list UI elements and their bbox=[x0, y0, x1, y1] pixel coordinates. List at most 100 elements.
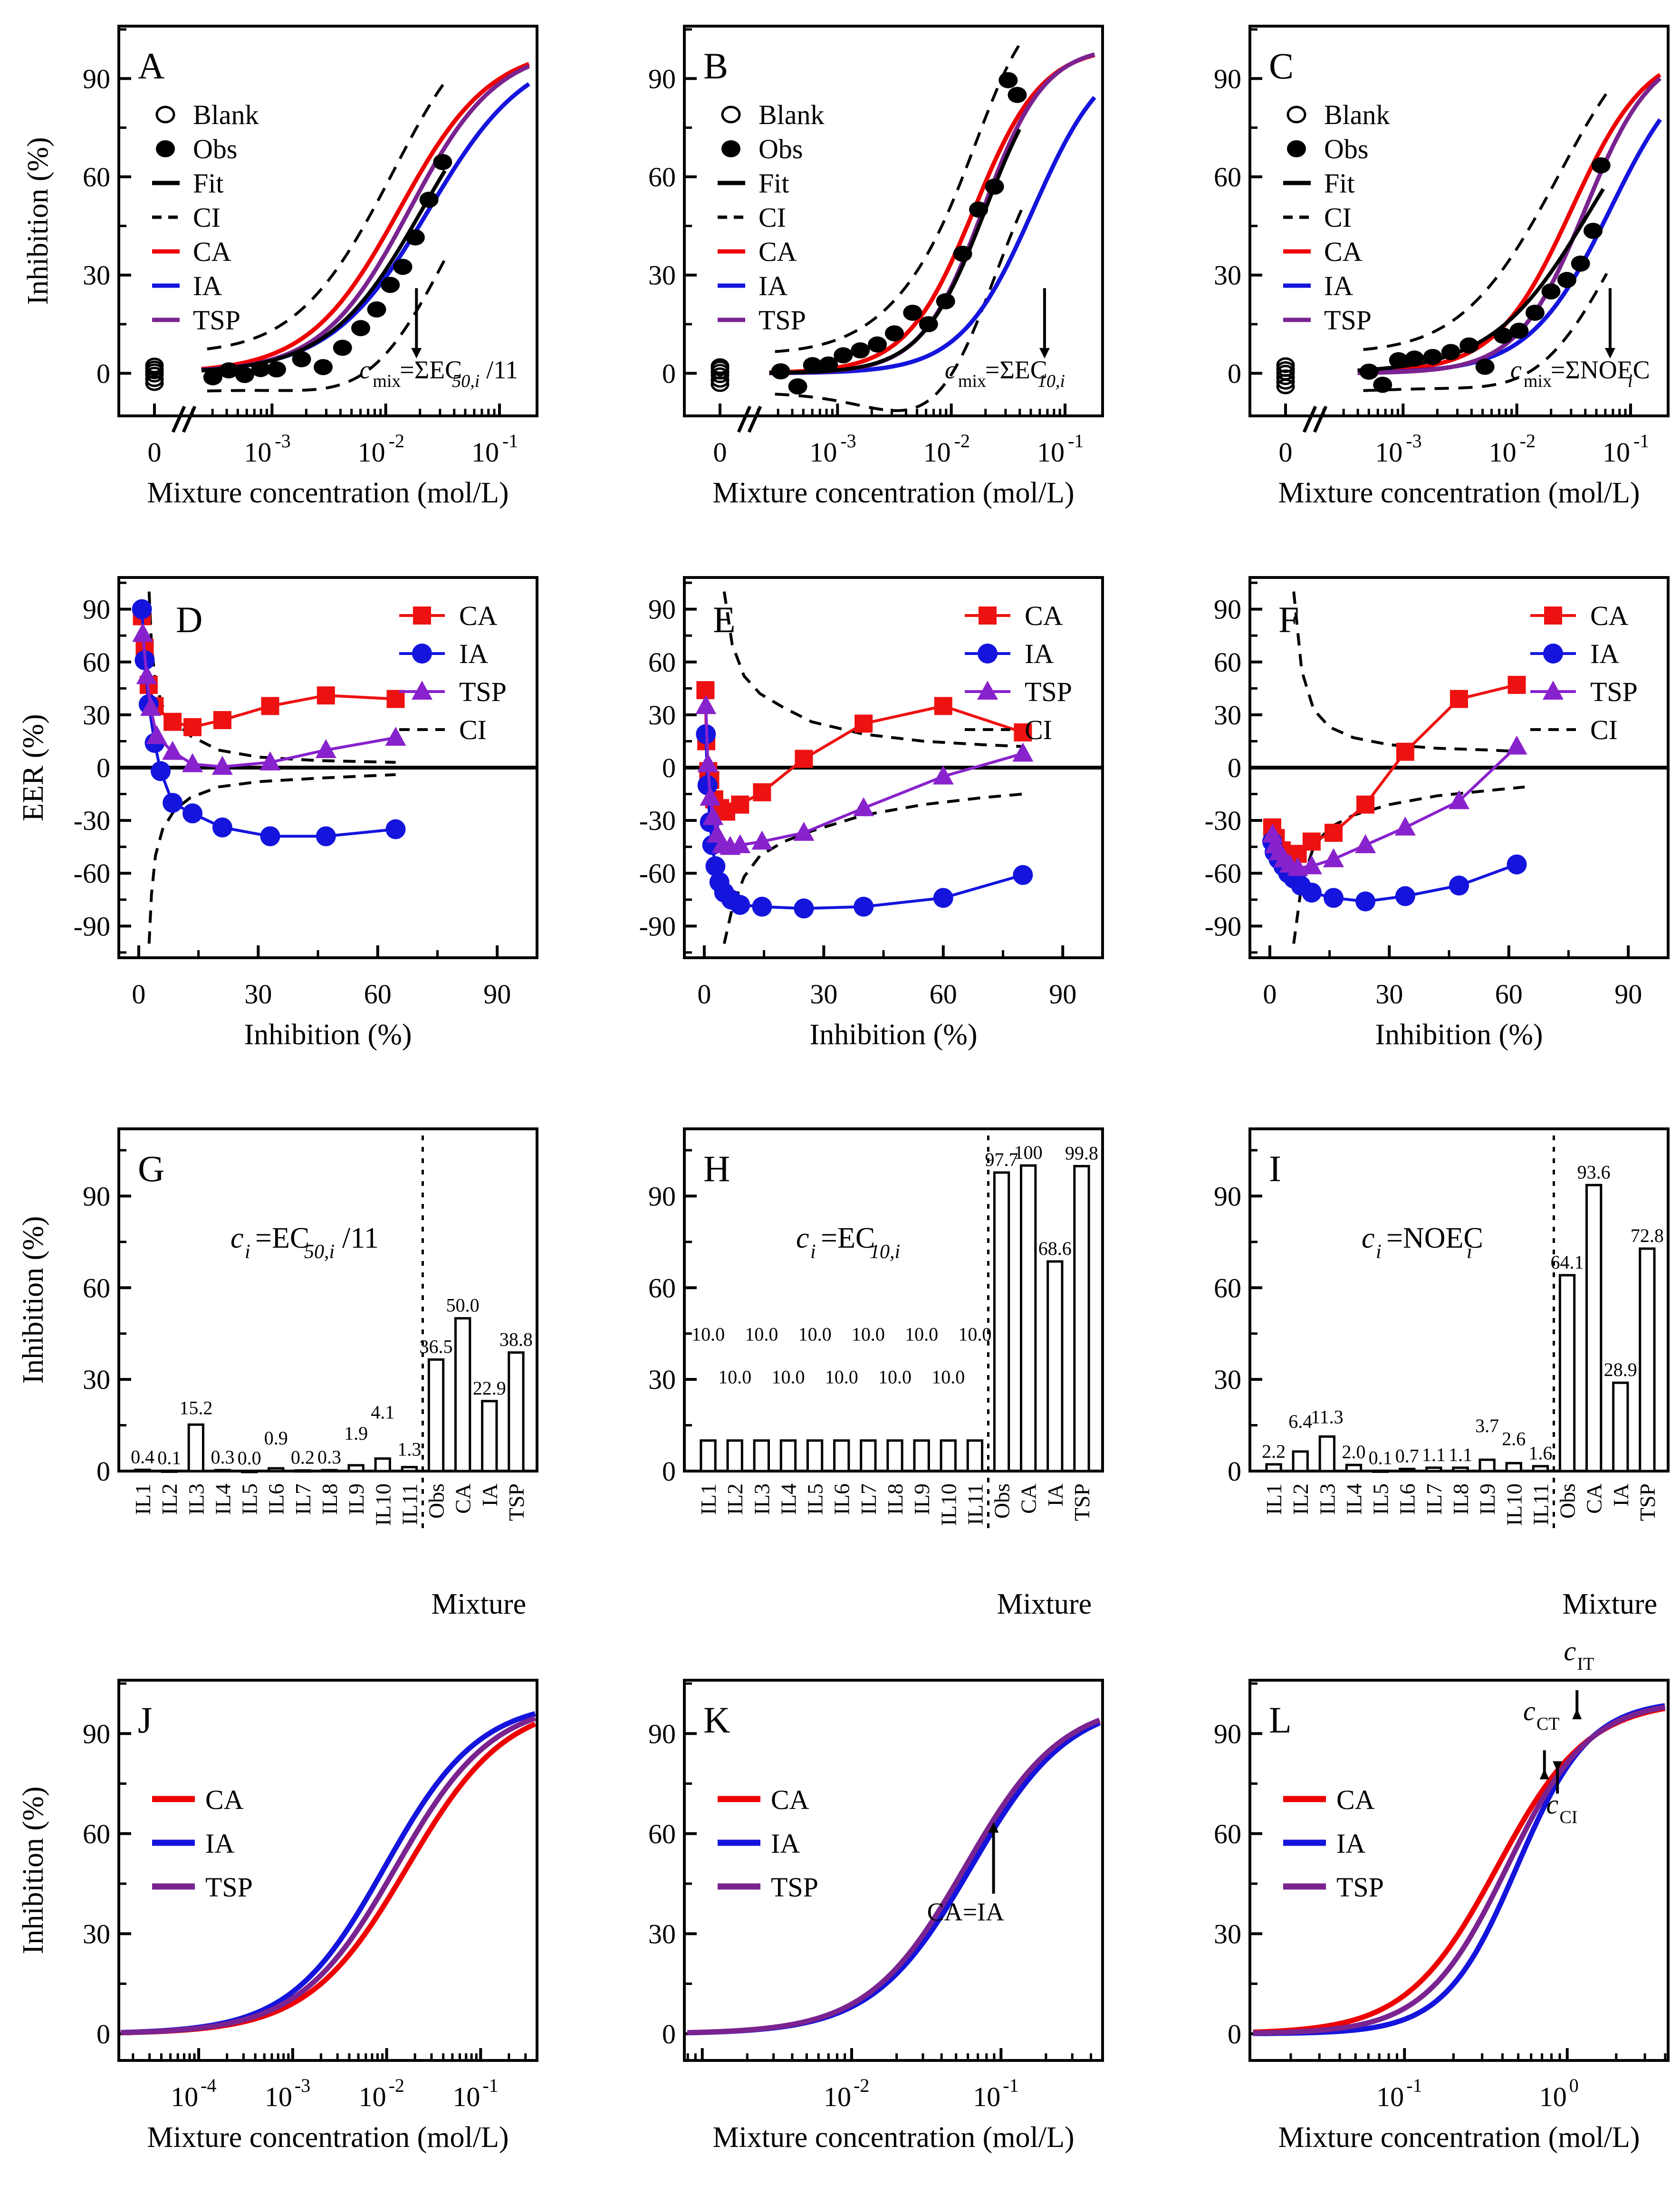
obs-point bbox=[1584, 222, 1603, 239]
bar bbox=[321, 1469, 338, 1473]
annotation-arrowhead bbox=[1604, 348, 1615, 359]
bar-value-label: 10.0 bbox=[825, 1367, 858, 1388]
blank-point bbox=[710, 358, 730, 374]
data-point-circle bbox=[163, 793, 183, 813]
obs-point bbox=[1405, 350, 1424, 367]
data-point-circle bbox=[933, 888, 953, 908]
formula-c: c bbox=[1510, 356, 1522, 384]
obs-point bbox=[433, 154, 452, 170]
legend-item-ca: CA bbox=[1283, 236, 1363, 267]
bar bbox=[1292, 1450, 1309, 1473]
bar-category-label: IL5 bbox=[1369, 1483, 1393, 1515]
bar-value-label: 10.0 bbox=[718, 1367, 751, 1388]
y-tick-label: 60 bbox=[83, 162, 110, 192]
obs-point bbox=[1493, 327, 1513, 344]
x-tick-label: 10 bbox=[359, 2081, 386, 2112]
ci-lower-curve bbox=[147, 773, 396, 944]
data-point-circle bbox=[1395, 886, 1415, 906]
x-axis-title: Mixture concentration (mol/L) bbox=[1278, 2121, 1640, 2154]
obs-point bbox=[953, 245, 972, 262]
x-tick-label: 0 bbox=[1279, 437, 1293, 468]
y-tick-label: -60 bbox=[1205, 858, 1241, 889]
plot-frame bbox=[683, 1127, 1104, 1473]
curve-ca bbox=[120, 1722, 537, 2036]
obs-point bbox=[819, 356, 838, 373]
data-point-circle bbox=[705, 856, 726, 876]
bar bbox=[806, 1439, 824, 1473]
x-tick-label: 10 bbox=[824, 2081, 851, 2112]
legend-label: IA bbox=[193, 270, 222, 301]
legend-marker-square bbox=[979, 606, 997, 625]
panel-label: G bbox=[138, 1148, 164, 1189]
formula-body: =ΣEC bbox=[400, 356, 462, 384]
y-tick-label: 0 bbox=[96, 358, 110, 389]
legend-item-ca: CA bbox=[965, 600, 1063, 631]
data-point-square bbox=[1356, 795, 1375, 814]
obs-point bbox=[235, 366, 254, 383]
legend-label: CI bbox=[1324, 202, 1352, 233]
bar-category-label: TSP bbox=[1635, 1483, 1660, 1521]
obs-point bbox=[1591, 157, 1611, 173]
legend-label: Fit bbox=[758, 168, 789, 199]
legend-item-ci: CI bbox=[1530, 714, 1618, 745]
y-tick-label: 0 bbox=[96, 2019, 110, 2050]
data-point-square bbox=[1507, 675, 1526, 694]
data-point-square bbox=[934, 697, 952, 715]
bar-category-label: IL5 bbox=[803, 1483, 827, 1515]
bar-value-label: 22.9 bbox=[473, 1377, 506, 1399]
obs-point bbox=[1509, 322, 1529, 339]
x-tick-exponent: -1 bbox=[1068, 430, 1084, 452]
obs-point bbox=[1359, 363, 1379, 380]
legend-label: CI bbox=[193, 202, 221, 233]
series-line-ia bbox=[704, 734, 1024, 910]
bar-value-label: 0.2 bbox=[291, 1447, 315, 1468]
x-tick-exponent: -3 bbox=[275, 430, 290, 452]
x-tick-label: 90 bbox=[1614, 979, 1642, 1010]
data-point-triangle bbox=[730, 834, 751, 853]
bar-category-label: IL3 bbox=[184, 1483, 208, 1515]
bar-category-label: Obs bbox=[990, 1483, 1014, 1519]
bar-category-label: IL4 bbox=[1342, 1483, 1366, 1515]
obs-point bbox=[998, 72, 1018, 88]
panel-label: A bbox=[138, 45, 164, 87]
legend-item-obs: Obs bbox=[156, 134, 237, 164]
bar-value-label: 38.8 bbox=[499, 1329, 533, 1350]
bar-value-label: 0.4 bbox=[131, 1446, 154, 1467]
bar bbox=[187, 1423, 204, 1473]
legend-item-blank: Blank bbox=[155, 99, 259, 130]
legend-label: CI bbox=[758, 202, 786, 233]
formula-c: c bbox=[945, 356, 956, 384]
obs-point bbox=[267, 361, 286, 378]
y-tick-label: 0 bbox=[96, 752, 110, 783]
bar bbox=[1558, 1274, 1576, 1473]
obs-point bbox=[936, 293, 955, 309]
y-tick-label: 30 bbox=[1214, 260, 1241, 291]
obs-point bbox=[969, 201, 989, 218]
y-tick-label: 0 bbox=[1228, 2019, 1241, 2050]
legend-label: TSP bbox=[771, 1872, 818, 1903]
y-tick-label: 30 bbox=[648, 1364, 676, 1395]
y-tick-label: 90 bbox=[1214, 1181, 1241, 1212]
legend-item-ia: IA bbox=[965, 638, 1054, 669]
legend-label: CA bbox=[771, 1784, 809, 1815]
legend-item-ia: IA bbox=[1283, 1828, 1365, 1859]
data-point-square bbox=[1014, 723, 1032, 741]
obs-point bbox=[1389, 352, 1408, 368]
bar-category-label: IL7 bbox=[1422, 1483, 1446, 1515]
obs-point bbox=[919, 316, 938, 333]
obs-point bbox=[1008, 87, 1027, 103]
bar-value-label: 0.9 bbox=[264, 1427, 288, 1449]
obs-point bbox=[1459, 337, 1479, 354]
bar-value-label: 10.0 bbox=[691, 1324, 725, 1345]
legend-item-tsp: TSP bbox=[1283, 305, 1372, 336]
legend-item-ia: IA bbox=[1283, 270, 1353, 301]
blank-point bbox=[145, 375, 164, 391]
x-tick-exponent: -1 bbox=[1003, 2075, 1018, 2096]
y-axis-title: Inhibition (%) bbox=[17, 1787, 49, 1954]
blank-point bbox=[1276, 374, 1295, 390]
bar-category-label: IL1 bbox=[131, 1483, 155, 1515]
